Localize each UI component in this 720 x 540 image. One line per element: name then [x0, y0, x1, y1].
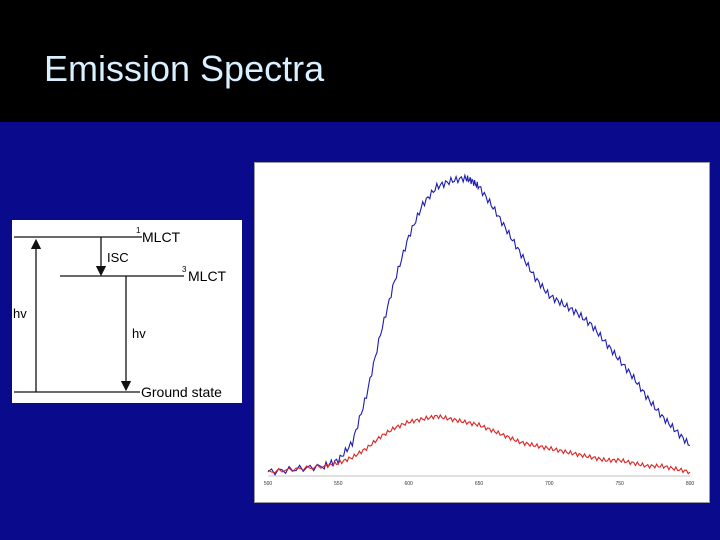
level-3mlct-sup: 3 [182, 265, 187, 274]
x-tick-label: 800 [686, 481, 695, 487]
level-1mlct-sup: 1 [136, 226, 141, 235]
slide-header: Emission Spectra [0, 0, 720, 122]
ground-state-label: Ground state [141, 384, 222, 400]
x-tick-label: 650 [475, 481, 484, 487]
level-1mlct-label: MLCT [142, 229, 181, 245]
isc-label: ISC [107, 250, 129, 265]
x-tick-label: 600 [404, 481, 413, 487]
x-tick-label: 500 [264, 481, 273, 487]
spectrum-series-2 [267, 413, 691, 475]
level-3mlct-label: MLCT [188, 268, 227, 284]
energy-level-diagram: 1 MLCT 3 MLCT ISC hv hv Ground state [12, 220, 242, 403]
emission-spectrum-chart: 500 550 600 650 700 750 800 [254, 162, 710, 503]
hv-emission-label: hv [132, 326, 146, 341]
x-tick-label: 700 [545, 481, 554, 487]
slide-title: Emission Spectra [44, 48, 325, 89]
spectrum-series-1 [267, 173, 691, 476]
x-tick-label: 550 [334, 481, 343, 487]
x-tick-label: 750 [615, 481, 624, 487]
hv-absorption-label: hv [13, 306, 27, 321]
